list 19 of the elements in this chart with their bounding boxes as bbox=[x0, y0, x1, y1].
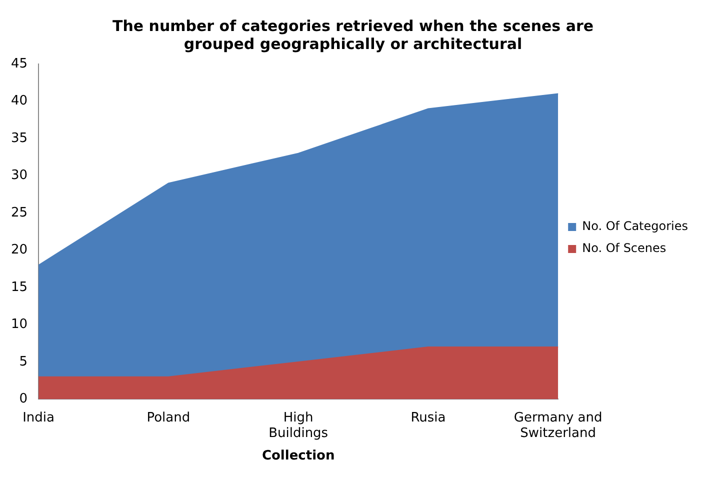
legend-label: No. Of Categories bbox=[582, 219, 688, 234]
y-tick-label: 20 bbox=[10, 242, 28, 258]
x-tick-label: Poland bbox=[146, 410, 190, 426]
x-tick-label: India bbox=[22, 410, 54, 426]
y-tick-label: 15 bbox=[10, 280, 28, 295]
y-tick-label: 45 bbox=[10, 56, 28, 72]
chart-title: The number of categories retrieved when the scenes are grouped geographically or architectural bbox=[112, 16, 594, 53]
y-tick-label: 25 bbox=[10, 205, 28, 220]
x-tick-label: Germany and Switzerland bbox=[514, 410, 602, 441]
y-tick-label: 10 bbox=[10, 317, 28, 332]
x-tick-label: Rusia bbox=[410, 410, 446, 426]
y-tick-label: 40 bbox=[10, 94, 28, 109]
x-tick-label: High Buildings bbox=[268, 410, 328, 441]
legend-label: No. Of Scenes bbox=[582, 241, 666, 256]
y-tick-label: 0 bbox=[19, 392, 28, 407]
y-tick-label: 30 bbox=[10, 168, 28, 184]
x-axis-title: Collection bbox=[262, 448, 335, 464]
y-tick-label: 35 bbox=[10, 130, 28, 146]
y-tick-label: 5 bbox=[19, 354, 28, 370]
